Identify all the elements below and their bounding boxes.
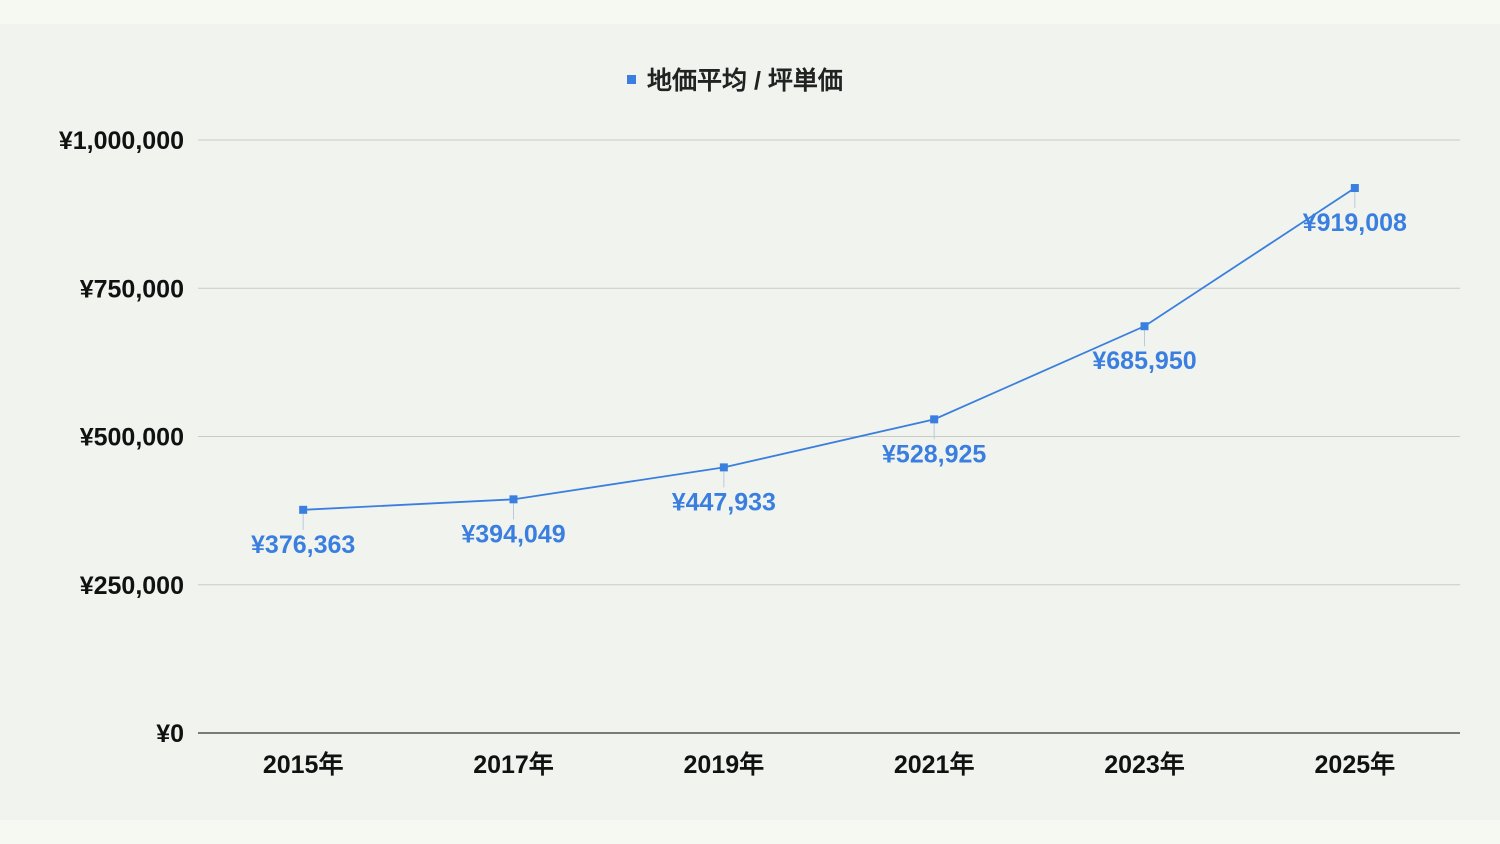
x-tick-label: 2017年	[473, 750, 554, 779]
x-axis: 2015年 2017年 2019年 2021年 2023年 2025年	[263, 750, 1395, 779]
y-tick-label: ¥750,000	[80, 275, 184, 303]
x-tick-label: 2023年	[1104, 750, 1185, 779]
data-point	[1140, 322, 1149, 331]
data-point	[1350, 184, 1359, 193]
x-tick-label: 2025年	[1315, 750, 1396, 779]
data-point	[509, 495, 518, 504]
series-line-group: ¥376,363 ¥394,049 ¥447,933 ¥528,925 ¥685,950…	[251, 184, 1407, 559]
data-label: ¥919,008	[1303, 209, 1407, 237]
y-tick-label: ¥500,000	[80, 424, 184, 452]
y-tick-label: ¥250,000	[80, 572, 184, 600]
data-label: ¥685,950	[1092, 347, 1196, 375]
data-point	[719, 463, 728, 472]
x-tick-label: 2019年	[684, 750, 765, 779]
line-chart: 地価平均 / 坪単価 ¥0 ¥250,000 ¥500,000 ¥750,000 ¥1,…	[59, 66, 1460, 779]
series-line	[303, 187, 1356, 511]
data-label: ¥447,933	[672, 488, 776, 516]
legend-label: 地価平均 / 坪単価	[647, 66, 843, 95]
y-tick-label: ¥1,000,000	[59, 127, 184, 155]
data-label: ¥528,925	[882, 440, 986, 468]
legend: 地価平均 / 坪単価	[627, 66, 843, 95]
y-tick-label: ¥0	[156, 720, 184, 748]
x-tick-label: 2015年	[263, 750, 344, 779]
data-label: ¥376,363	[251, 531, 355, 559]
x-tick-label: 2021年	[894, 750, 975, 779]
chart-panel: 地価平均 / 坪単価 ¥0 ¥250,000 ¥500,000 ¥750,000 ¥1,…	[0, 24, 1500, 820]
y-axis: ¥0 ¥250,000 ¥500,000 ¥750,000 ¥1,000,000	[59, 127, 184, 748]
gridlines	[198, 139, 1460, 734]
legend-swatch	[627, 75, 636, 84]
data-point	[299, 505, 308, 514]
data-label: ¥394,049	[461, 520, 565, 548]
data-point	[930, 415, 939, 424]
